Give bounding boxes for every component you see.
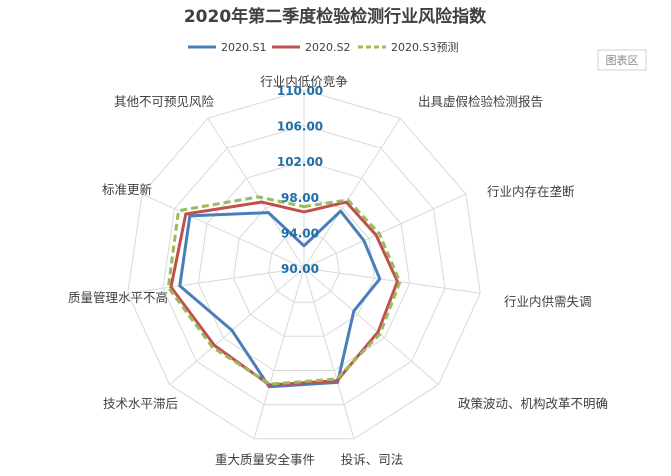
series-line-1 — [178, 209, 382, 389]
category-labels: 行业内低价竞争出具虚假检验检测报告行业内存在垄断行业内供需失调政策波动、机构改革… — [68, 74, 608, 467]
legend: 2020.S1 2020.S2 2020.S3预测 — [188, 41, 458, 54]
tick-label: 98.00 — [281, 191, 319, 205]
chart-area-label: 图表区 — [606, 53, 639, 67]
grid-spoke — [303, 267, 355, 439]
grid-spoke — [303, 267, 439, 385]
category-label: 投诉、司法 — [341, 452, 404, 467]
grid-spoke — [169, 267, 305, 385]
grid-spoke — [303, 193, 467, 269]
tick-label: 90.00 — [281, 262, 319, 276]
category-label: 出具虚假检验检测报告 — [418, 94, 543, 109]
chart-title: 2020年第二季度检验检测行业风险指数 — [184, 6, 487, 27]
tick-label: 94.00 — [281, 226, 319, 240]
series-line-3 — [166, 195, 402, 386]
grid-spoke — [303, 118, 401, 269]
grid-ring — [232, 196, 376, 337]
chart-area-button[interactable]: 图表区 — [597, 49, 647, 71]
grid-spoke — [127, 267, 305, 294]
category-label: 其他不可预见风险 — [114, 94, 215, 109]
series-line-2 — [169, 200, 399, 387]
legend-label-1: 2020.S1 — [221, 41, 266, 54]
category-label: 质量管理水平不高 — [68, 290, 168, 305]
tick-label: 106.00 — [277, 120, 323, 134]
tick-labels: 90.00 94.00 98.00 102.00 106.00 110.00 — [277, 84, 323, 276]
radar-grid — [127, 89, 481, 440]
category-label: 标准更新 — [102, 182, 152, 197]
tick-label: 110.00 — [277, 84, 323, 98]
grid-spoke — [253, 267, 305, 439]
category-label: 技术水平滞后 — [103, 396, 178, 411]
grid-ring — [127, 89, 481, 440]
grid-ring — [162, 125, 446, 406]
grid-spoke — [141, 193, 305, 269]
legend-label-3: 2020.S3预测 — [391, 41, 458, 54]
grid-spoke — [303, 267, 481, 294]
category-label: 重大质量安全事件 — [215, 452, 315, 467]
legend-label-2: 2020.S2 — [305, 41, 350, 54]
category-label: 行业内低价竞争 — [260, 74, 348, 89]
tick-label: 102.00 — [277, 155, 323, 169]
series-layer — [166, 195, 402, 389]
category-label: 行业内存在垄断 — [487, 184, 575, 199]
category-label: 行业内供需失调 — [504, 294, 592, 309]
grid-ring — [268, 231, 340, 303]
category-label: 政策波动、机构改革不明确 — [458, 396, 608, 411]
grid-spoke — [207, 118, 305, 269]
